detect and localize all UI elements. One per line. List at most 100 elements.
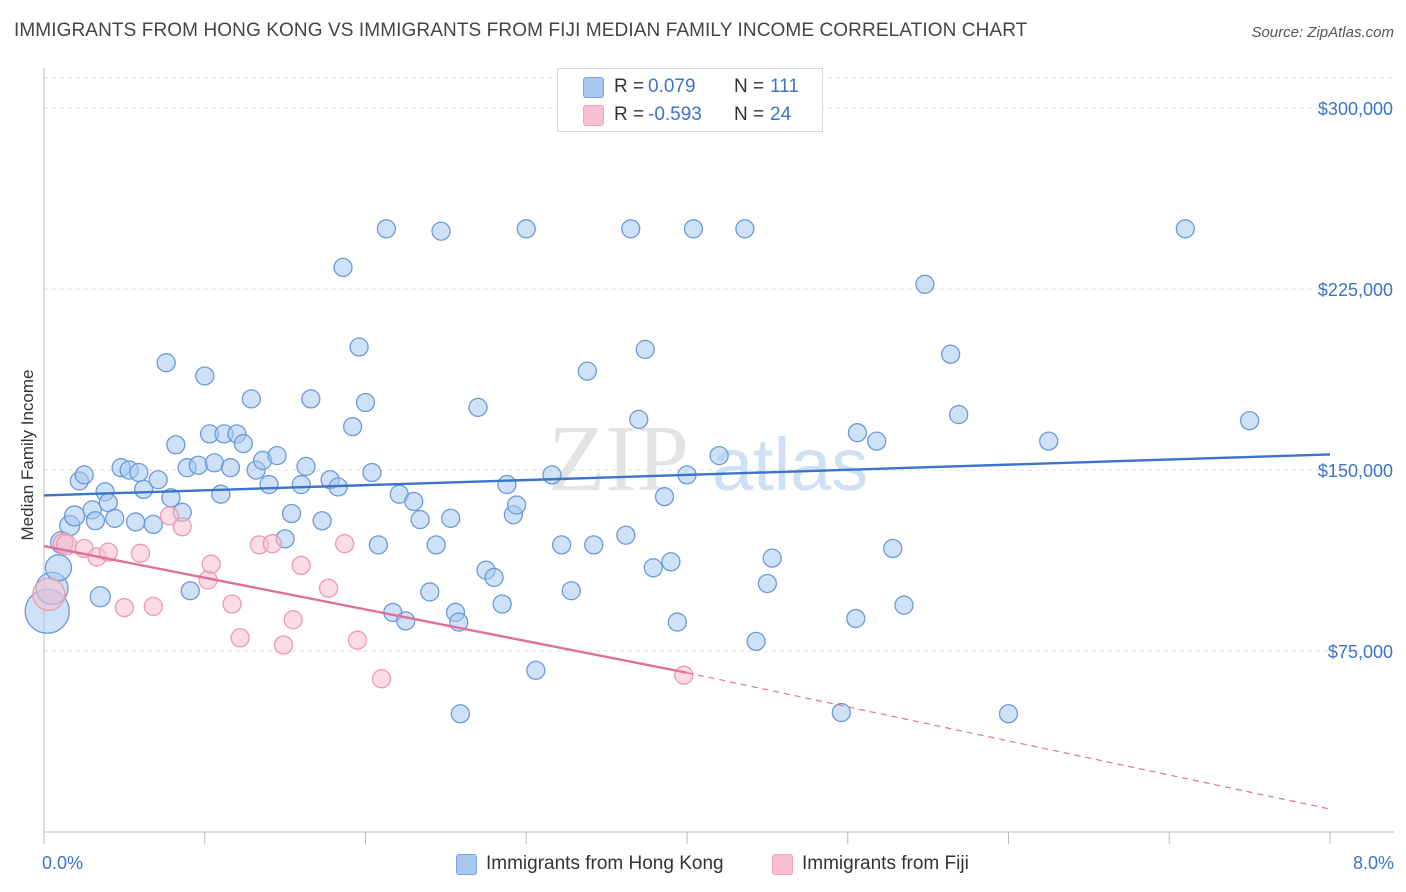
- data-point: [1239, 410, 1260, 431]
- data-point: [492, 594, 512, 614]
- legend-n-label: N =: [734, 76, 765, 97]
- data-point: [915, 274, 935, 294]
- data-point: [867, 431, 887, 451]
- y-tick-label: $300,000: [1318, 99, 1393, 119]
- data-point: [222, 594, 242, 614]
- trend-line-0: [43, 453, 1331, 497]
- series-points-1: [32, 506, 694, 689]
- trend-line-extension-1: [686, 672, 1331, 810]
- data-point: [273, 635, 294, 655]
- data-point: [426, 535, 446, 555]
- data-point: [44, 554, 73, 582]
- data-point: [577, 361, 597, 381]
- data-point: [89, 586, 111, 608]
- data-point: [371, 669, 392, 689]
- data-point: [940, 344, 961, 364]
- data-point: [757, 573, 778, 594]
- legend-n-value: 24: [770, 104, 792, 125]
- data-point: [114, 597, 135, 618]
- data-point: [526, 660, 546, 680]
- series-label-hong-kong: Immigrants from Hong Kong: [486, 853, 724, 874]
- data-point: [431, 221, 451, 241]
- series-legend: Immigrants from Hong Kong Immigrants fro…: [0, 851, 1406, 879]
- y-axis-title: Median Family Income: [18, 369, 37, 540]
- data-point: [166, 435, 186, 455]
- data-point: [661, 552, 681, 572]
- data-point: [230, 628, 250, 648]
- legend-n-label: N =: [734, 104, 765, 125]
- data-point: [188, 455, 208, 475]
- data-point: [195, 366, 215, 386]
- data-point: [172, 517, 192, 537]
- data-point: [211, 484, 231, 504]
- data-point: [709, 445, 729, 466]
- data-point: [291, 555, 311, 576]
- y-tick-label: $150,000: [1318, 461, 1393, 481]
- legend-r-value: 0.079: [648, 76, 696, 97]
- data-point: [143, 514, 163, 535]
- data-point: [404, 491, 424, 512]
- data-point: [347, 630, 368, 650]
- data-point: [654, 486, 675, 507]
- data-point: [362, 462, 382, 483]
- data-point: [233, 433, 253, 454]
- data-point: [148, 470, 168, 490]
- data-point: [74, 465, 94, 485]
- trend-line-1: [43, 544, 688, 674]
- data-point: [506, 495, 527, 515]
- data-point: [831, 702, 851, 723]
- data-point: [441, 508, 461, 528]
- data-point: [542, 465, 562, 485]
- correlation-legend: R = 0.079 N = 111 R = -0.593 N = 24: [557, 68, 823, 132]
- data-point: [283, 610, 303, 630]
- data-point: [143, 596, 163, 617]
- data-point: [376, 219, 397, 239]
- data-point: [396, 611, 416, 631]
- data-point: [318, 578, 339, 598]
- data-point: [735, 219, 755, 239]
- data-point: [846, 608, 866, 629]
- series-swatch-fiji: [772, 854, 793, 875]
- legend-row-hong-kong: R = 0.079 N = 111: [558, 72, 822, 100]
- data-point: [621, 219, 641, 239]
- trend-lines: [43, 453, 1331, 810]
- data-point: [368, 535, 389, 555]
- data-point: [98, 542, 118, 562]
- y-tick-label: $75,000: [1328, 642, 1393, 662]
- data-point: [629, 409, 649, 430]
- series-swatch-hong-kong: [456, 854, 477, 875]
- source-credit: Source: ZipAtlas.com: [1251, 24, 1394, 41]
- series-label-fiji: Immigrants from Fiji: [802, 853, 969, 874]
- axes: [43, 68, 1394, 844]
- data-point: [32, 577, 66, 611]
- data-points: [24, 219, 1260, 724]
- data-point: [134, 479, 154, 500]
- data-point: [484, 567, 504, 588]
- chart-title: IMMIGRANTS FROM HONG KONG VS IMMIGRANTS …: [14, 20, 1028, 41]
- data-point: [130, 543, 151, 563]
- data-point: [883, 538, 903, 559]
- data-point: [420, 582, 440, 602]
- data-point: [241, 389, 262, 409]
- data-point: [497, 474, 517, 495]
- legend-swatch-fiji: [583, 105, 604, 126]
- grid-lines: [44, 77, 1394, 652]
- data-point: [281, 503, 302, 524]
- data-point: [561, 581, 581, 601]
- data-point: [551, 535, 572, 555]
- data-point: [262, 534, 282, 554]
- data-point: [180, 581, 200, 601]
- data-point: [220, 458, 241, 478]
- data-point: [267, 445, 287, 466]
- data-point: [159, 506, 180, 526]
- legend-swatch-hong-kong: [583, 77, 604, 98]
- data-point: [333, 257, 353, 278]
- data-point: [291, 474, 311, 495]
- y-tick-labels: $75,000 $150,000 $225,000 $300,000: [1318, 99, 1393, 662]
- data-point: [1039, 431, 1059, 451]
- legend-r-value: -0.593: [648, 104, 702, 125]
- data-point: [998, 704, 1019, 724]
- legend-r-label: R =: [614, 104, 645, 125]
- data-point: [355, 392, 376, 413]
